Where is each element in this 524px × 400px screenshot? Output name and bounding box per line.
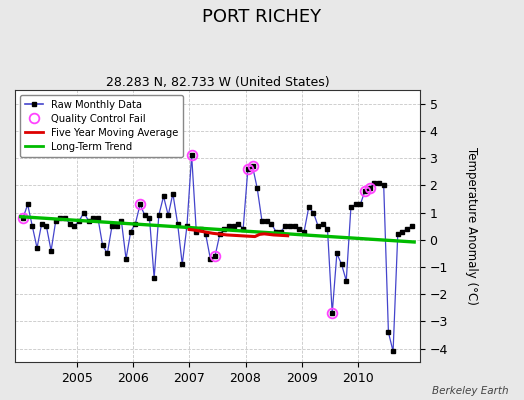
Y-axis label: Temperature Anomaly (°C): Temperature Anomaly (°C)	[465, 147, 477, 305]
Text: Berkeley Earth: Berkeley Earth	[432, 386, 508, 396]
Text: PORT RICHEY: PORT RICHEY	[202, 8, 322, 26]
Title: 28.283 N, 82.733 W (United States): 28.283 N, 82.733 W (United States)	[105, 76, 329, 89]
Legend: Raw Monthly Data, Quality Control Fail, Five Year Moving Average, Long-Term Tren: Raw Monthly Data, Quality Control Fail, …	[20, 95, 183, 157]
